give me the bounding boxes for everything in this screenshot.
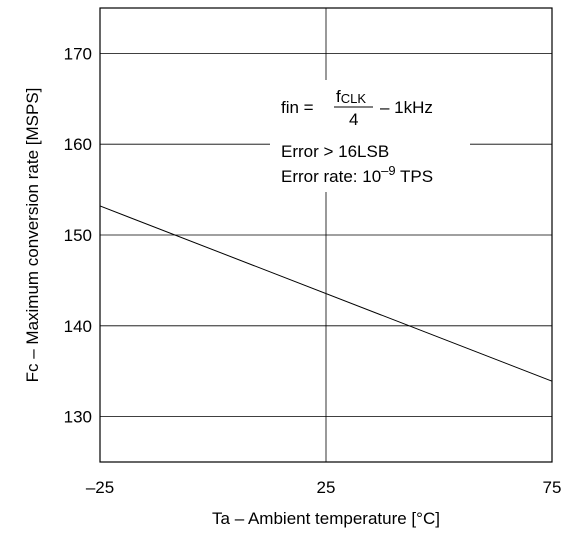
annotation-background [270,80,470,192]
annotation-fraction-denominator: 4 [349,110,358,129]
y-tick-label: 140 [64,317,92,336]
annotation-error-rate: Error rate: 10–9 TPS [281,163,433,186]
x-tick-label: 25 [317,478,336,497]
annotation-error-threshold: Error > 16LSB [281,142,389,161]
annotation-error-rate-exponent: –9 [381,163,395,178]
y-tick-label: 170 [64,44,92,63]
annotation: fin = fCLK 4 – 1kHz Error > 16LSB Error … [281,87,433,186]
y-tick-label: 150 [64,226,92,245]
x-tick-labels: –25 25 75 [86,478,562,497]
annotation-freq-offset: – 1kHz [380,98,433,117]
annotation-fclk-sub: CLK [341,91,367,106]
x-tick-label: 75 [543,478,562,497]
y-axis-title: Fc – Maximum conversion rate [MSPS] [23,88,42,383]
grid-layer [100,8,552,462]
annotation-fin-label: fin = [281,98,314,117]
plot-frame [99,7,553,463]
y-tick-labels: 130 140 150 160 170 [64,44,92,426]
series-line-0 [99,205,553,382]
y-tick-label: 130 [64,408,92,427]
annotation-fclk-f: f [336,87,341,106]
x-axis-title: Ta – Ambient temperature [°C] [212,509,440,528]
annotation-error-rate-suffix: TPS [396,167,433,186]
series-layer [99,205,553,382]
x-tick-label: –25 [86,478,114,497]
annotation-fraction-numerator: fCLK [336,87,366,106]
annotation-error-rate-prefix: Error rate: 10 [281,167,381,186]
y-tick-label: 160 [64,135,92,154]
